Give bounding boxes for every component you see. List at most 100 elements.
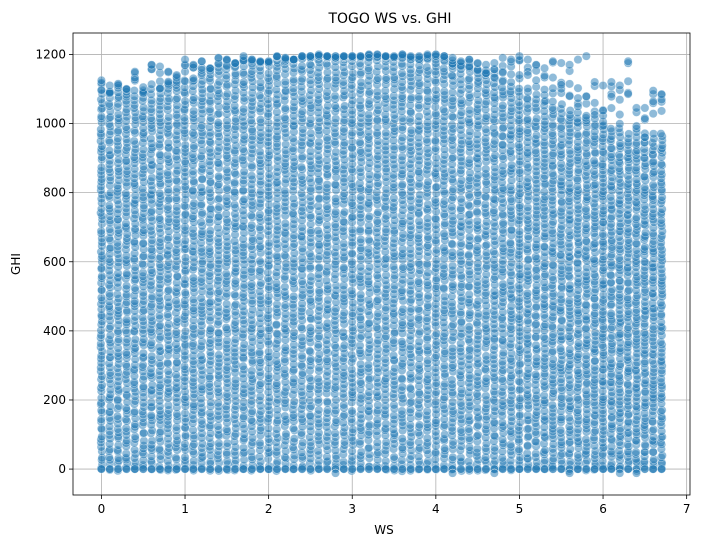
data-point: [147, 351, 157, 361]
data-point: [505, 238, 515, 248]
data-point: [163, 77, 173, 87]
data-point: [498, 101, 508, 111]
data-point: [506, 440, 516, 450]
data-point: [514, 70, 524, 80]
data-point: [447, 247, 457, 257]
data-point: [448, 53, 458, 63]
data-point: [414, 112, 424, 121]
data-point: [105, 81, 115, 90]
data-point: [347, 248, 357, 258]
data-point: [180, 55, 190, 65]
data-point: [439, 51, 449, 61]
data-point: [164, 285, 174, 295]
data-point: [347, 350, 357, 360]
data-point: [464, 200, 474, 210]
data-point: [289, 327, 299, 337]
data-point: [331, 207, 341, 217]
data-point: [214, 464, 223, 474]
data-point: [473, 58, 483, 68]
data-point: [331, 51, 340, 61]
data-point: [197, 174, 207, 184]
data-point: [230, 200, 239, 210]
data-point: [347, 406, 357, 416]
data-point: [122, 269, 132, 279]
data-point: [222, 89, 232, 99]
data-point: [306, 128, 316, 138]
data-point: [214, 53, 223, 63]
data-point: [272, 51, 282, 61]
data-point: [506, 55, 516, 65]
data-point: [331, 147, 341, 157]
data-point: [147, 60, 157, 70]
data-point: [289, 374, 299, 384]
data-point: [364, 443, 374, 453]
data-point: [180, 275, 190, 284]
data-point: [129, 86, 139, 96]
data-point: [122, 464, 131, 474]
data-point: [213, 118, 223, 128]
data-point: [146, 398, 156, 407]
data-point: [96, 75, 106, 85]
data-point: [272, 251, 282, 261]
data-point: [472, 216, 482, 226]
data-point: [189, 106, 199, 116]
data-point: [188, 73, 198, 83]
data-point: [322, 318, 332, 328]
data-point: [514, 84, 524, 94]
data-point: [381, 51, 391, 61]
data-point: [255, 56, 265, 66]
data-point: [206, 324, 216, 334]
data-point: [347, 51, 357, 61]
data-point: [523, 441, 533, 450]
data-point: [172, 271, 182, 281]
data-point: [515, 394, 525, 403]
data-point: [129, 136, 139, 146]
data-point: [305, 346, 315, 356]
data-point: [440, 443, 450, 453]
data-point: [181, 326, 190, 336]
data-point: [338, 327, 348, 337]
data-point: [397, 434, 407, 444]
data-point: [356, 51, 366, 61]
data-point: [113, 395, 123, 405]
data-point: [206, 204, 216, 213]
data-point: [247, 55, 257, 65]
data-point: [464, 456, 473, 466]
data-point: [447, 112, 457, 121]
data-point: [514, 376, 524, 386]
data-point: [464, 290, 474, 300]
data-point: [514, 51, 524, 61]
data-point: [104, 146, 114, 155]
data-point: [356, 359, 366, 369]
data-point: [489, 58, 499, 68]
data-point: [239, 51, 249, 61]
data-point: [113, 79, 123, 89]
data-point: [432, 329, 441, 339]
data-point: [188, 185, 198, 195]
data-point: [289, 464, 299, 474]
data-point: [230, 178, 240, 187]
data-point: [481, 391, 491, 401]
data-point: [381, 464, 391, 474]
data-point: [322, 180, 332, 189]
data-point: [364, 110, 374, 120]
data-point: [498, 279, 508, 289]
data-point: [147, 79, 157, 89]
data-point: [205, 63, 215, 73]
data-point: [188, 464, 198, 474]
data-point: [330, 180, 340, 189]
data-point: [272, 464, 282, 474]
data-point: [180, 288, 190, 298]
data-point: [415, 420, 424, 430]
data-point: [364, 49, 374, 59]
data-point: [405, 383, 415, 393]
data-point: [339, 340, 349, 350]
data-point: [280, 53, 290, 63]
data-point: [130, 335, 140, 344]
data-point: [356, 464, 366, 474]
data-point: [105, 464, 115, 474]
data-point: [389, 452, 399, 462]
data-point: [180, 76, 190, 86]
data-point: [222, 55, 232, 65]
data-point: [305, 51, 315, 61]
